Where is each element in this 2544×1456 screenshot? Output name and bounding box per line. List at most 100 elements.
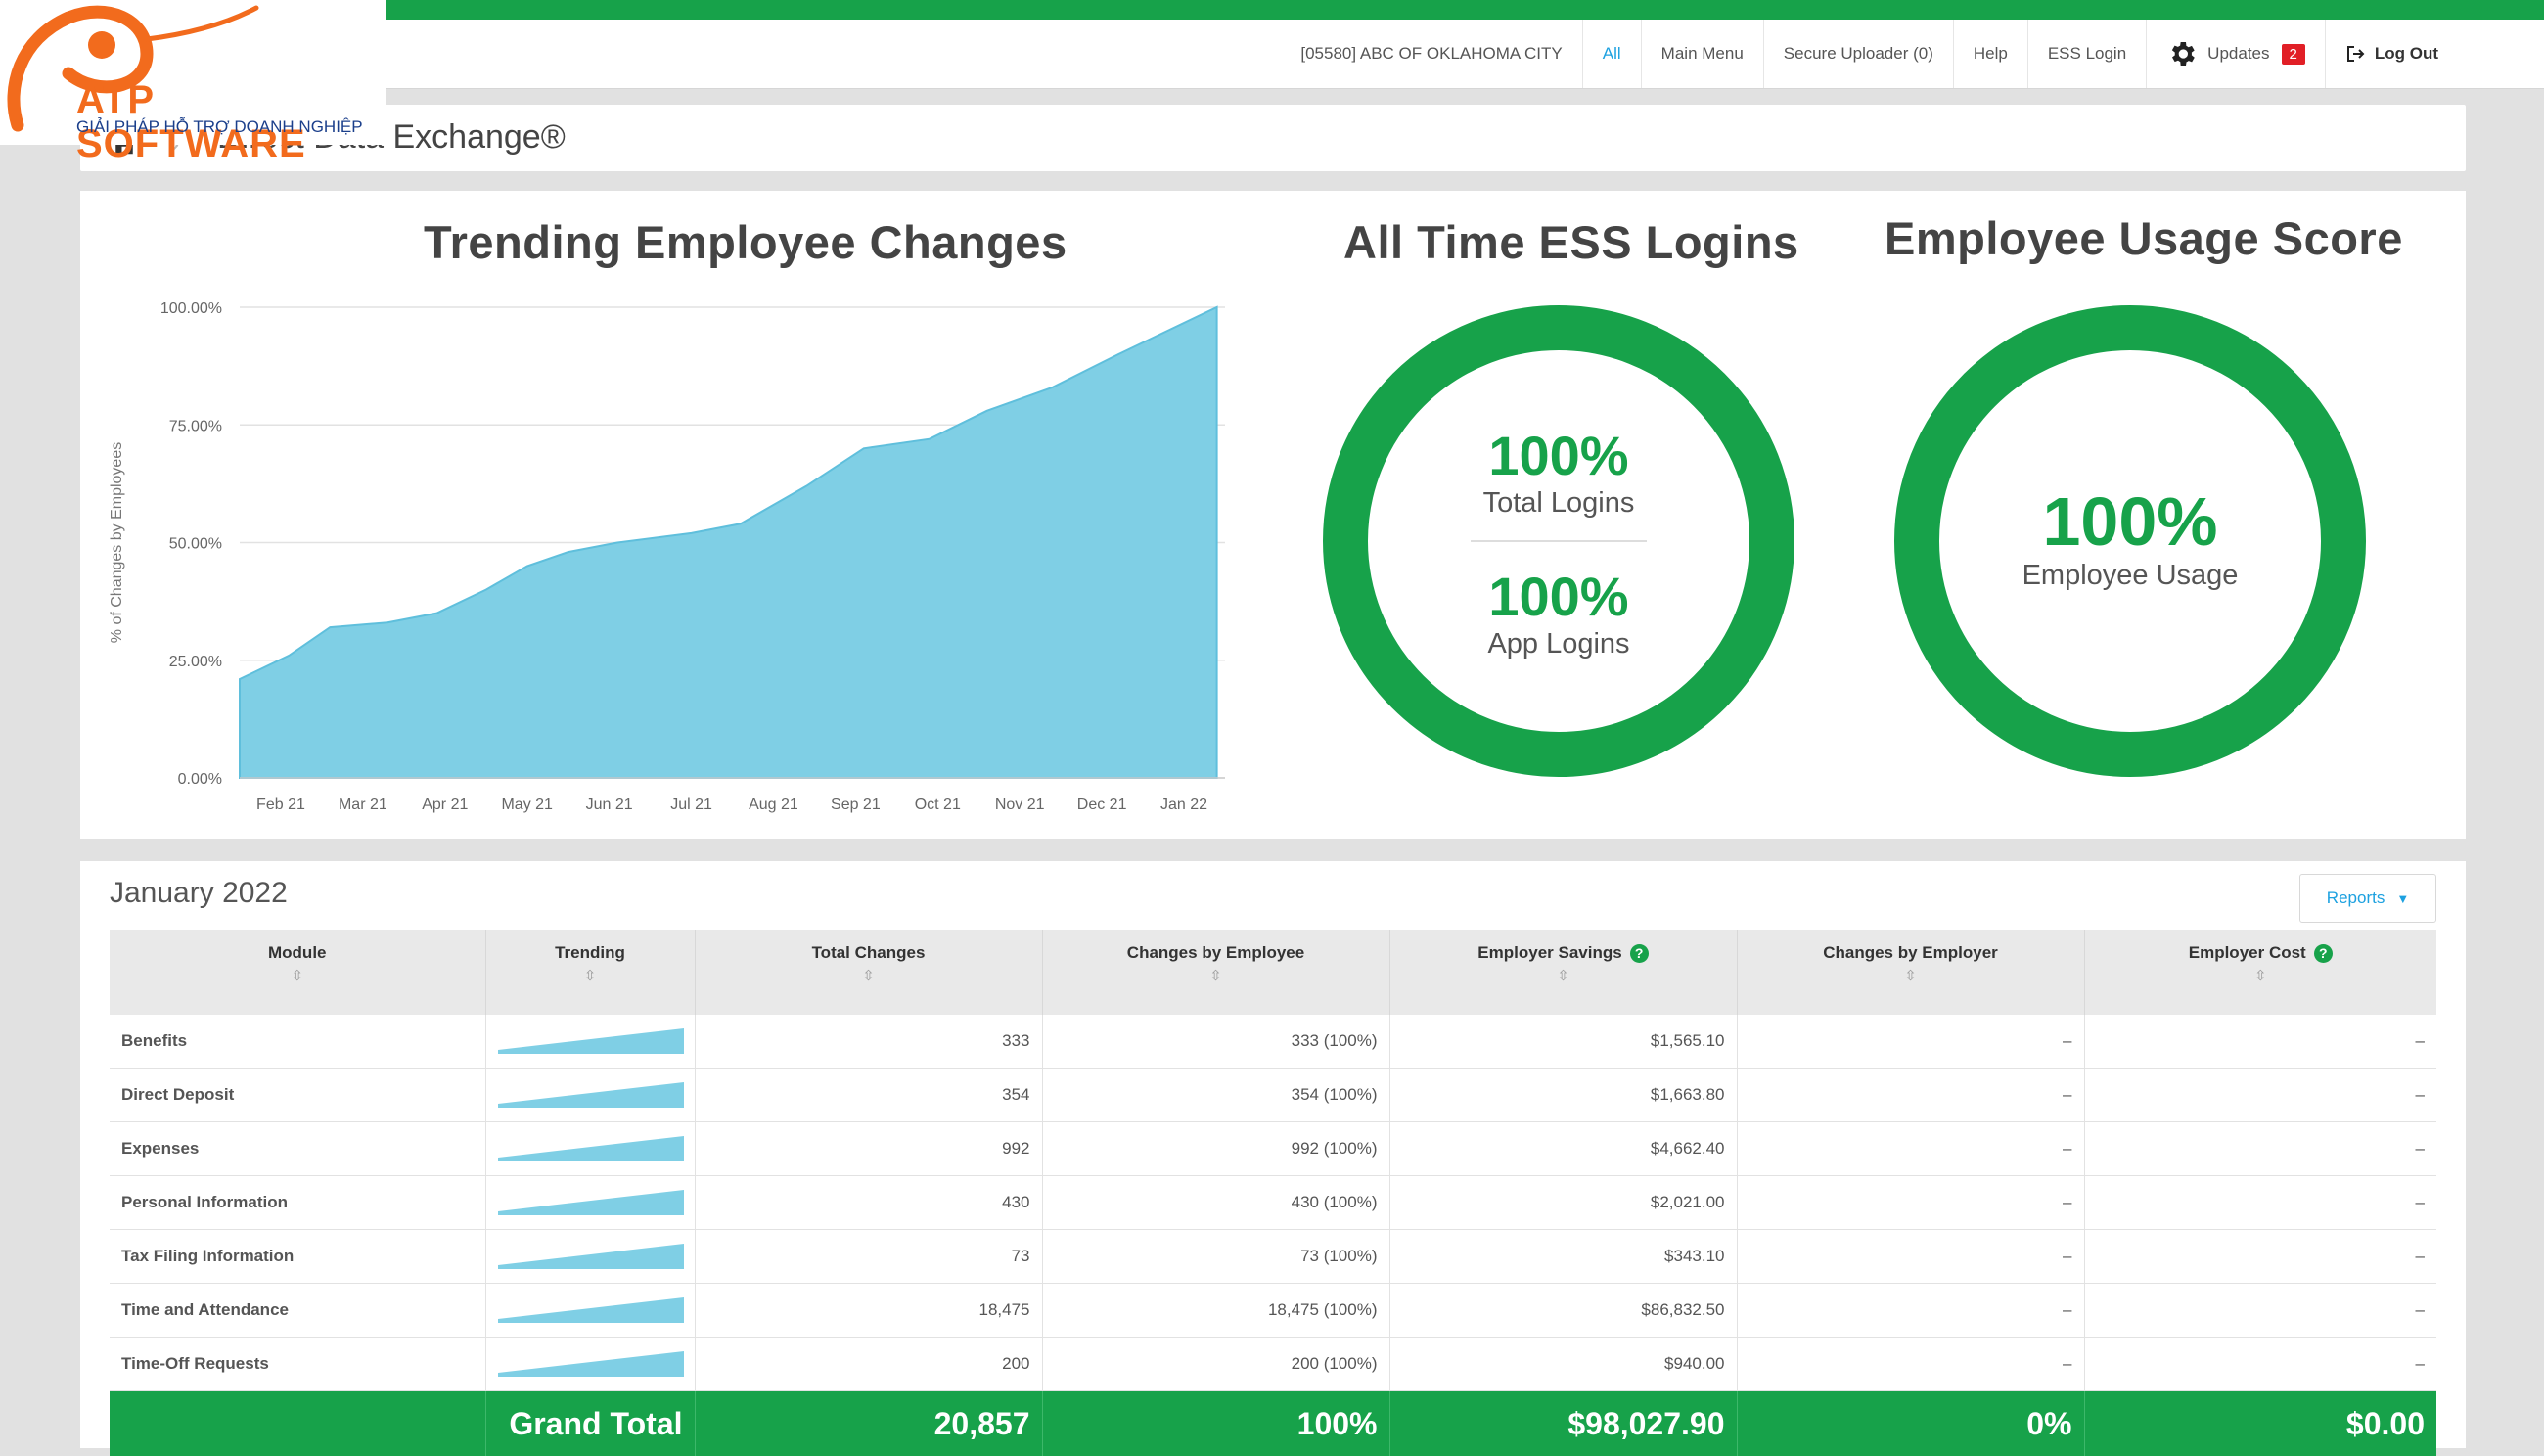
cell-total-changes: 430 xyxy=(695,1176,1042,1230)
nav-help[interactable]: Help xyxy=(1953,20,2027,88)
nav-company[interactable]: [05580] ABC OF OKLAHOMA CITY xyxy=(1281,20,1581,88)
x-tick-label: Jan 22 xyxy=(1160,796,1207,813)
sort-icon[interactable]: ⇳ xyxy=(487,967,694,984)
y-tick-label: 0.00% xyxy=(178,771,222,788)
col-employer-savings[interactable]: Employer Savings? ⇳ xyxy=(1389,930,1737,1015)
cell-changes-by-employer: – xyxy=(1737,1069,2084,1122)
cell-employer-cost: – xyxy=(2084,1122,2436,1176)
total-logins-block: 100% Total Logins xyxy=(1323,429,1794,520)
col-changes-by-employer[interactable]: Changes by Employer ⇳ xyxy=(1737,930,2084,1015)
nav-company-label: [05580] ABC OF OKLAHOMA CITY xyxy=(1300,44,1562,64)
x-tick-label: Dec 21 xyxy=(1077,796,1127,813)
brand-tagline: GIẢI PHÁP HỖ TRỢ DOANH NGHIỆP xyxy=(76,117,363,137)
col-changes-by-employer-label: Changes by Employer xyxy=(1823,943,1998,962)
cell-module: Expenses xyxy=(110,1122,485,1176)
col-module[interactable]: Module ⇳ xyxy=(110,930,485,1015)
nav-log-out[interactable]: Log Out xyxy=(2325,20,2458,88)
nav-main-menu[interactable]: Main Menu xyxy=(1641,20,1763,88)
table-row[interactable]: Time and Attendance 18,475 18,475 (100%)… xyxy=(110,1284,2436,1338)
cell-changes-by-employer: – xyxy=(1737,1230,2084,1284)
col-employer-cost[interactable]: Employer Cost?⇳ xyxy=(2084,930,2436,1015)
breadcrumb: › Direct Data Exchange® xyxy=(80,105,2466,171)
cell-changes-by-employee: 354 (100%) xyxy=(1042,1069,1389,1122)
col-trending-label: Trending xyxy=(555,943,625,962)
sort-icon[interactable]: ⇳ xyxy=(2086,967,2436,984)
cell-changes-by-employee: 18,475 (100%) xyxy=(1042,1284,1389,1338)
cell-employer-cost: – xyxy=(2084,1015,2436,1069)
total-logins-label: Total Logins xyxy=(1323,487,1794,520)
cell-employer-cost: – xyxy=(2084,1069,2436,1122)
nav-all[interactable]: All xyxy=(1582,20,1641,88)
updates-count-badge: 2 xyxy=(2282,44,2305,65)
col-changes-by-employee[interactable]: Changes by Employee⇳ xyxy=(1042,930,1389,1015)
sparkline xyxy=(498,1078,684,1108)
cell-employer-cost: – xyxy=(2084,1338,2436,1391)
nav-help-label: Help xyxy=(1974,44,2008,64)
col-employer-savings-label: Employer Savings xyxy=(1477,943,1621,962)
nav-all-label: All xyxy=(1603,44,1621,64)
cell-trending xyxy=(485,1338,695,1391)
cell-changes-by-employer: – xyxy=(1737,1015,2084,1069)
grand-total-empty xyxy=(110,1391,485,1456)
x-tick-label: Nov 21 xyxy=(995,796,1045,813)
table-row[interactable]: Tax Filing Information 73 73 (100%) $343… xyxy=(110,1230,2436,1284)
cell-trending xyxy=(485,1230,695,1284)
sort-icon[interactable]: ⇳ xyxy=(1391,967,1736,984)
nav-secure-uploader[interactable]: Secure Uploader (0) xyxy=(1763,20,1953,88)
table-row[interactable]: Expenses 992 992 (100%) $4,662.40 – – xyxy=(110,1122,2436,1176)
cell-employer-savings: $2,021.00 xyxy=(1389,1176,1737,1230)
nav-ess-login-label: ESS Login xyxy=(2048,44,2126,64)
sort-icon[interactable]: ⇳ xyxy=(1739,967,2083,984)
grand-total-by-employer: 0% xyxy=(1737,1391,2084,1456)
table-row[interactable]: Time-Off Requests 200 200 (100%) $940.00… xyxy=(110,1338,2436,1391)
usage-score-value: 100% xyxy=(1894,487,2366,556)
cell-employer-cost: – xyxy=(2084,1230,2436,1284)
cell-employer-savings: $940.00 xyxy=(1389,1338,1737,1391)
cell-employer-cost: – xyxy=(2084,1284,2436,1338)
nav-main-menu-label: Main Menu xyxy=(1661,44,1744,64)
trending-chart-title: Trending Employee Changes xyxy=(424,215,1068,269)
app-logins-block: 100% App Logins xyxy=(1323,569,1794,660)
x-tick-label: Apr 21 xyxy=(422,796,468,813)
table-row[interactable]: Personal Information 430 430 (100%) $2,0… xyxy=(110,1176,2436,1230)
cell-employer-savings: $1,565.10 xyxy=(1389,1015,1737,1069)
ess-logins-title: All Time ESS Logins xyxy=(1343,215,1799,269)
brand-logo: ATP SOFTWARE GIẢI PHÁP HỖ TRỢ DOANH NGHI… xyxy=(0,0,386,145)
x-tick-label: Aug 21 xyxy=(749,796,798,813)
sort-icon[interactable]: ⇳ xyxy=(1044,967,1388,984)
app-logins-value: 100% xyxy=(1323,569,1794,624)
cell-trending xyxy=(485,1176,695,1230)
col-trending[interactable]: Trending ⇳ xyxy=(485,930,695,1015)
nav-secure-uploader-label: Secure Uploader (0) xyxy=(1784,44,1933,64)
cell-trending xyxy=(485,1069,695,1122)
sparkline xyxy=(498,1024,684,1054)
cell-employer-cost: – xyxy=(2084,1176,2436,1230)
help-icon[interactable]: ? xyxy=(2314,944,2333,963)
sparkline xyxy=(498,1294,684,1323)
cell-module: Time and Attendance xyxy=(110,1284,485,1338)
ess-logins-ring: 100% Total Logins 100% App Logins xyxy=(1323,305,1794,777)
sort-icon[interactable]: ⇳ xyxy=(697,967,1041,984)
table-row[interactable]: Benefits 333 333 (100%) $1,565.10 – – xyxy=(110,1015,2436,1069)
table-row[interactable]: Direct Deposit 354 354 (100%) $1,663.80 … xyxy=(110,1069,2436,1122)
reports-dropdown[interactable]: Reports ▼ xyxy=(2299,874,2436,923)
cell-changes-by-employer: – xyxy=(1737,1176,2084,1230)
usage-score-label: Employee Usage xyxy=(1894,560,2366,592)
nav-ess-login[interactable]: ESS Login xyxy=(2027,20,2146,88)
x-tick-label: Feb 21 xyxy=(256,796,305,813)
col-module-label: Module xyxy=(268,943,327,962)
col-total-changes[interactable]: Total Changes⇳ xyxy=(695,930,1042,1015)
help-icon[interactable]: ? xyxy=(1630,944,1649,963)
y-tick-label: 100.00% xyxy=(160,300,222,317)
cell-changes-by-employer: – xyxy=(1737,1338,2084,1391)
y-tick-label: 75.00% xyxy=(169,418,222,434)
cell-employer-savings: $1,663.80 xyxy=(1389,1069,1737,1122)
caret-down-icon: ▼ xyxy=(2396,891,2409,906)
cell-trending xyxy=(485,1122,695,1176)
sparkline xyxy=(498,1132,684,1161)
sort-icon[interactable]: ⇳ xyxy=(111,967,484,984)
grand-total-savings: $98,027.90 xyxy=(1389,1391,1737,1456)
y-tick-label: 50.00% xyxy=(169,536,222,553)
nav-updates[interactable]: Updates 2 xyxy=(2146,20,2325,88)
